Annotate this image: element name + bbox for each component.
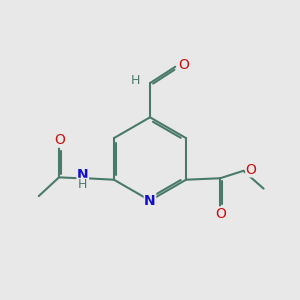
Text: O: O: [215, 207, 226, 221]
Text: H: H: [78, 178, 87, 191]
Text: H: H: [131, 74, 140, 87]
Text: O: O: [54, 133, 65, 147]
Text: N: N: [77, 168, 88, 182]
Text: O: O: [179, 58, 190, 72]
Text: O: O: [246, 163, 256, 177]
Text: N: N: [144, 194, 156, 208]
